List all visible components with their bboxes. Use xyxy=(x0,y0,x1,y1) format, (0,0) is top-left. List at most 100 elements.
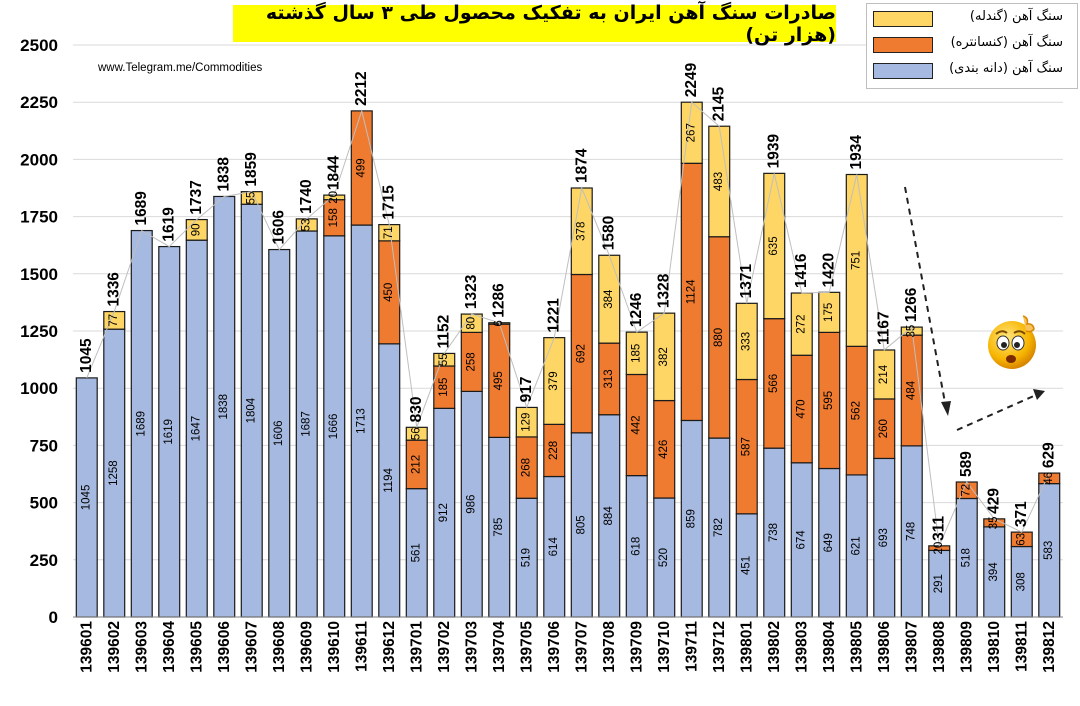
segment-value-label: 595 xyxy=(823,391,835,410)
segment-value-label: 986 xyxy=(466,495,478,514)
segment-value-label: 484 xyxy=(906,380,918,400)
x-tick-label: 139701 xyxy=(408,621,425,673)
y-tick-label: 2250 xyxy=(20,93,58,112)
segment-value-label: 561 xyxy=(411,543,423,562)
segment-value-label: 72 xyxy=(961,484,973,497)
total-value-label: 1606 xyxy=(271,210,288,245)
segment-value-label: 268 xyxy=(521,458,533,477)
segment-value-label: 56 xyxy=(411,427,423,440)
y-tick-label: 0 xyxy=(49,608,58,627)
segment-value-label: 46 xyxy=(1043,472,1055,485)
x-tick-label: 139707 xyxy=(573,621,590,673)
segment-value-label: 1258 xyxy=(108,460,120,486)
x-tick-label: 139712 xyxy=(711,621,728,673)
segment-value-label: 566 xyxy=(768,374,780,393)
segment-value-label: 692 xyxy=(576,344,588,363)
segment-value-label: 1804 xyxy=(246,397,258,423)
segment-value-label: 483 xyxy=(713,172,725,191)
total-value-label: 1838 xyxy=(216,157,233,192)
x-tick-label: 139811 xyxy=(1013,621,1030,672)
segment-value-label: 880 xyxy=(713,328,725,347)
segment-value-label: 912 xyxy=(438,503,450,522)
x-tick-label: 139602 xyxy=(106,621,123,673)
x-tick-label: 139705 xyxy=(518,621,535,673)
segment-value-label: 214 xyxy=(878,364,890,384)
worried-face-icon xyxy=(988,315,1036,369)
segment-value-label: 55 xyxy=(246,192,258,205)
total-value-label: 1246 xyxy=(628,292,645,327)
segment-value-label: 495 xyxy=(493,371,505,390)
segment-value-label: 80 xyxy=(466,317,478,330)
segment-value-label: 212 xyxy=(411,455,423,474)
arrow-up xyxy=(956,389,1045,431)
segment-value-label: 53 xyxy=(301,219,313,232)
legend-swatch-concentrate xyxy=(873,37,933,53)
segment-value-label: 1838 xyxy=(218,394,230,420)
segment-value-label: 55 xyxy=(438,353,450,366)
segment-value-label: 129 xyxy=(521,413,533,432)
segment-value-label: 519 xyxy=(521,548,533,567)
segment-value-label: 1619 xyxy=(163,419,175,445)
x-tick-label: 139711 xyxy=(683,621,700,672)
arrow-down xyxy=(904,186,951,416)
total-value-label: 1328 xyxy=(656,273,673,308)
y-tick-label: 2500 xyxy=(20,36,58,55)
segment-value-label: 674 xyxy=(796,530,808,550)
x-tick-label: 139703 xyxy=(463,621,480,673)
segment-value-label: 77 xyxy=(108,314,120,327)
y-tick-label: 1000 xyxy=(20,379,58,398)
segment-value-label: 1647 xyxy=(191,416,203,442)
segment-value-label: 562 xyxy=(851,401,863,420)
x-tick-label: 139611 xyxy=(353,621,370,672)
segment-value-label: 185 xyxy=(438,378,450,397)
total-value-label: 1859 xyxy=(243,152,260,187)
x-tick-label: 139608 xyxy=(271,621,288,673)
x-tick-label: 139708 xyxy=(601,621,618,673)
bars xyxy=(75,101,1061,618)
segment-value-label: 63 xyxy=(1016,533,1028,546)
x-tick-label: 139612 xyxy=(381,621,398,673)
total-value-label: 1420 xyxy=(821,253,838,287)
segment-value-label: 621 xyxy=(851,536,863,555)
segment-value-label: 258 xyxy=(466,352,478,371)
total-value-label: 1266 xyxy=(903,287,920,322)
x-tick-label: 139601 xyxy=(78,621,95,673)
x-tick-label: 139803 xyxy=(793,621,810,673)
y-tick-label: 1250 xyxy=(20,322,58,341)
total-value-label: 1167 xyxy=(876,311,893,345)
segment-value-label: 384 xyxy=(603,289,615,309)
chart-title: صادرات سنگ آهن ایران به تفکیک محصول طی ۳… xyxy=(233,2,836,46)
total-value-label: 1336 xyxy=(106,272,123,307)
segment-value-label: 272 xyxy=(796,315,808,334)
y-tick-label: 250 xyxy=(30,551,58,570)
x-tick-label: 139706 xyxy=(546,621,563,673)
total-value-label: 2212 xyxy=(353,71,370,105)
x-tick-label: 139603 xyxy=(133,621,150,673)
segment-value-label: 90 xyxy=(191,223,203,236)
legend-swatch-pellet xyxy=(873,11,933,27)
segment-value-label: 1689 xyxy=(136,411,148,437)
legend-label-fines: سنگ آهن (دانه بندی) xyxy=(949,61,1063,76)
total-value-label: 589 xyxy=(958,451,975,477)
total-value-label: 1045 xyxy=(78,338,95,373)
x-tick-label: 139805 xyxy=(848,621,865,673)
segment-value-label: 267 xyxy=(686,123,698,142)
segment-value-label: 520 xyxy=(658,548,670,567)
segment-value-label: 785 xyxy=(493,518,505,537)
segment-value-label: 451 xyxy=(741,556,753,575)
y-tick-label: 750 xyxy=(30,436,58,455)
segment-value-label: 583 xyxy=(1043,541,1055,560)
x-tick-label: 139702 xyxy=(436,621,453,673)
segment-value-label: 1713 xyxy=(356,408,368,434)
x-axis: 139601 139602 139603 139604 139605 139606 1396… xyxy=(73,616,1063,673)
total-value-label: 1844 xyxy=(326,155,343,190)
segment-value-label: 426 xyxy=(658,440,670,459)
total-value-label: 917 xyxy=(518,377,535,403)
total-value-label: 1221 xyxy=(546,298,563,333)
segment-value-label: 1606 xyxy=(273,420,285,446)
legend-item-concentrate xyxy=(873,35,933,55)
segment-value-label: 158 xyxy=(328,208,340,227)
legend-label-pellet: سنگ آهن (گندله) xyxy=(969,9,1063,24)
total-value-label: 1580 xyxy=(601,216,618,250)
